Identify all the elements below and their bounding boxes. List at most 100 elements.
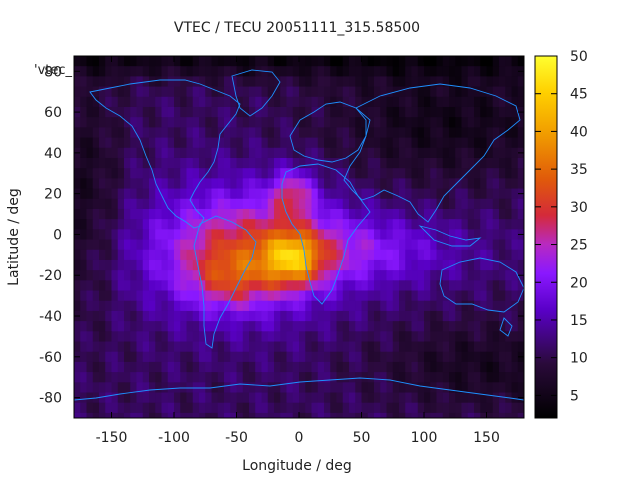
heatmap-cell [217, 239, 225, 251]
heatmap-cell [380, 219, 388, 230]
heatmap-cell [374, 76, 381, 88]
heatmap-cell [442, 127, 450, 139]
heatmap-cell [242, 127, 250, 139]
heatmap-cell [105, 219, 113, 230]
heatmap-cell [111, 137, 119, 149]
heatmap-cell [517, 280, 524, 292]
heatmap-cell [349, 219, 356, 230]
heatmap-cell [449, 310, 456, 322]
heatmap-cell [336, 382, 344, 394]
heatmap-cell [124, 127, 131, 139]
heatmap-cell [149, 321, 156, 332]
heatmap-cell [192, 219, 200, 230]
heatmap-cell [380, 188, 388, 200]
heatmap-cell [80, 402, 88, 414]
heatmap-cell [124, 96, 131, 108]
heatmap-cell [111, 86, 119, 98]
heatmap-cell [374, 412, 381, 418]
heatmap-cell [242, 382, 250, 394]
heatmap-cell [430, 127, 438, 139]
heatmap-cell [386, 168, 394, 179]
heatmap-cell [367, 188, 375, 200]
heatmap-cell [392, 127, 400, 139]
heatmap-cell [392, 392, 400, 404]
heatmap-cell [86, 361, 94, 373]
heatmap-cell [392, 239, 400, 251]
x-tick-label: -50 [225, 430, 248, 446]
heatmap-cell [517, 157, 524, 169]
heatmap-cell [367, 66, 375, 77]
heatmap-cell [267, 137, 275, 149]
heatmap-cell [199, 300, 206, 312]
heatmap-cell [380, 198, 388, 210]
heatmap-cell [492, 372, 500, 383]
heatmap-cell [442, 321, 450, 332]
heatmap-cell [242, 392, 250, 404]
heatmap-cell [455, 229, 463, 241]
heatmap-cell [480, 96, 488, 108]
heatmap-cell [217, 147, 225, 159]
heatmap-cell [161, 341, 169, 353]
heatmap-cell [486, 402, 494, 414]
heatmap-cell [324, 412, 331, 418]
heatmap-cell [161, 178, 169, 190]
heatmap-cell [499, 351, 506, 363]
heatmap-cell [136, 198, 144, 210]
heatmap-cell [174, 106, 181, 118]
heatmap-cell [174, 372, 181, 383]
heatmap-cell [186, 239, 194, 251]
heatmap-cell [411, 402, 419, 414]
heatmap-cell [161, 259, 169, 271]
heatmap-cell [149, 127, 156, 139]
heatmap-cell [167, 188, 175, 200]
heatmap-cell [261, 259, 269, 271]
heatmap-cell [467, 361, 475, 373]
heatmap-cell [374, 229, 381, 241]
heatmap-cell [211, 219, 219, 230]
heatmap-cell [399, 270, 406, 281]
heatmap-cell [86, 117, 94, 128]
y-tick-label: 40 [44, 146, 62, 162]
heatmap-cell [236, 137, 244, 149]
heatmap-cell [130, 361, 138, 373]
heatmap-cell [430, 157, 438, 169]
heatmap-cell [286, 321, 294, 332]
heatmap-cell [111, 117, 119, 128]
heatmap-cell [86, 208, 94, 220]
heatmap-cell [411, 372, 419, 383]
heatmap-cell [117, 229, 125, 241]
heatmap-cell [255, 372, 263, 383]
heatmap-cell [149, 361, 156, 373]
heatmap-cell [99, 310, 106, 322]
heatmap-cell [305, 300, 313, 312]
heatmap-cell [111, 382, 119, 394]
heatmap-cell [92, 76, 100, 88]
heatmap-cell [86, 96, 94, 108]
heatmap-cell [92, 147, 100, 159]
heatmap-cell [324, 56, 331, 67]
heatmap-cell [286, 229, 294, 241]
x-tick-label: -150 [96, 430, 128, 446]
heatmap-cell [361, 117, 369, 128]
heatmap-cell [249, 341, 256, 353]
heatmap-cell [180, 157, 188, 169]
coast-greenland [231, 69, 281, 117]
heatmap-cell [424, 392, 431, 404]
heatmap-cell [105, 86, 113, 98]
heatmap-cell [499, 239, 506, 251]
heatmap-cell [92, 351, 100, 363]
heatmap-cell [136, 412, 144, 418]
heatmap-cell [474, 290, 481, 302]
heatmap-cell [167, 117, 175, 128]
heatmap-cell [155, 178, 163, 190]
heatmap-cell [336, 229, 344, 241]
heatmap-cell [236, 372, 244, 383]
heatmap-cell [517, 208, 524, 220]
heatmap-cell [411, 270, 419, 281]
heatmap-cell [261, 310, 269, 322]
heatmap-cell [330, 402, 338, 414]
heatmap-cell [442, 382, 450, 394]
heatmap-cell [499, 106, 506, 118]
heatmap-cell [124, 106, 131, 118]
heatmap-cell [355, 239, 363, 251]
